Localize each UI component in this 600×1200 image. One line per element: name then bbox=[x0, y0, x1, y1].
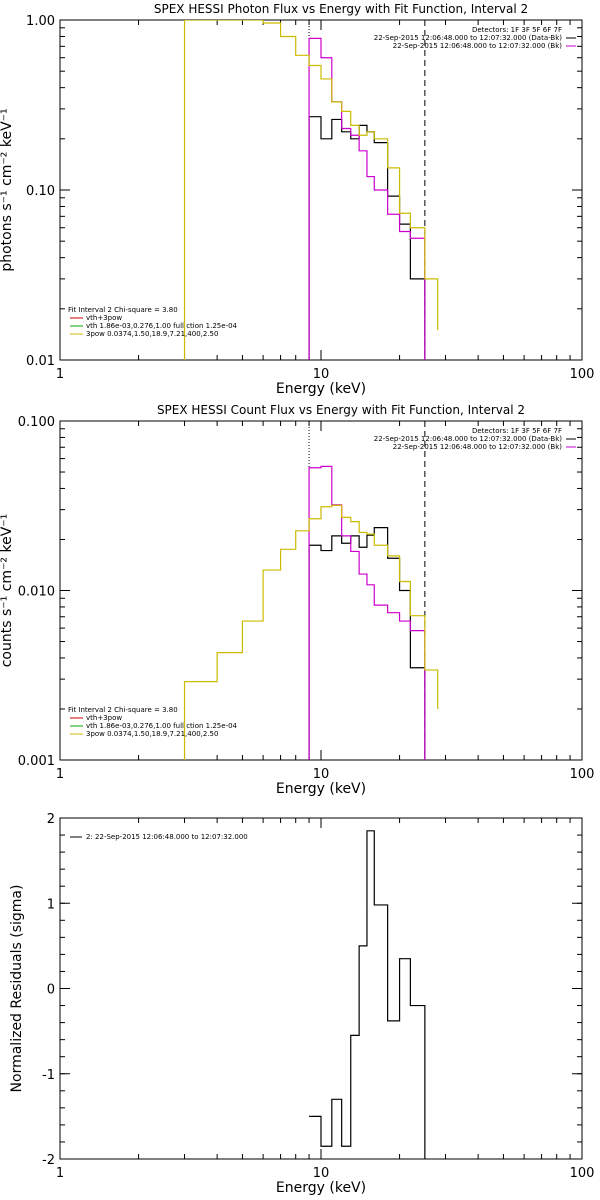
y-tick-label: 0 bbox=[47, 983, 55, 998]
y-tick-label: 1.00 bbox=[26, 14, 55, 29]
x-tick-label: 1 bbox=[56, 1166, 64, 1181]
y-tick-label: 0.01 bbox=[26, 354, 55, 369]
chart-title: SPEX HESSI Count Flux vs Energy with Fit… bbox=[157, 403, 525, 417]
legend-entry: 22-Sep-2015 12:06:48.000 to 12:07:32.000… bbox=[374, 34, 563, 42]
y-tick-label: 1 bbox=[47, 897, 55, 912]
series-group bbox=[183, 20, 439, 360]
legend-entry: 22-Sep-2015 12:06:48.000 to 12:07:32.000… bbox=[393, 42, 563, 50]
x-tick-label: 100 bbox=[570, 367, 595, 382]
x-axis-label: Energy (keV) bbox=[276, 1180, 366, 1196]
series-1-line bbox=[309, 830, 426, 1159]
series-1-line bbox=[308, 527, 426, 760]
x-tick-label: 1 bbox=[56, 767, 64, 782]
x-tick-label: 10 bbox=[313, 1166, 330, 1181]
legend-entry: Detectors: 1F 3F 5F 6F 7F bbox=[472, 26, 562, 34]
x-tick-label: 100 bbox=[570, 1166, 595, 1181]
y-tick-label: -1 bbox=[42, 1068, 55, 1083]
x-tick-label: 10 bbox=[313, 367, 330, 382]
y-axis-label: photons s⁻¹ cm⁻² keV⁻¹ bbox=[0, 108, 15, 271]
panel-1: SPEX HESSI Photon Flux vs Energy with Fi… bbox=[0, 2, 594, 397]
fit-legend-entry: vth+3pow bbox=[86, 714, 122, 722]
legend-entry: 22-Sep-2015 12:06:48.000 to 12:07:32.000… bbox=[393, 443, 563, 451]
series-group bbox=[309, 830, 426, 1159]
series-2-line bbox=[308, 37, 426, 360]
fit-legend-entry: 3pow 0.0374,1.50,18.9,7.21,400,2.50 bbox=[86, 730, 218, 738]
fit-legend-entry: vth 1.86e-03,0.276,1.00 full ction 1.25e… bbox=[86, 322, 238, 330]
y-tick-label: 0.100 bbox=[18, 415, 55, 430]
legend-entry: 2: 22-Sep-2015 12:06:48.000 to 12:07:32.… bbox=[86, 833, 248, 841]
fit-legend-entry: Fit Interval 2 Chi-square = 3.80 bbox=[68, 306, 178, 314]
series-1-line bbox=[308, 116, 426, 360]
series-group bbox=[183, 465, 439, 760]
x-tick-label: 10 bbox=[313, 767, 330, 782]
x-tick-label: 100 bbox=[570, 767, 595, 782]
series-2-line bbox=[308, 465, 426, 760]
chart-title: SPEX HESSI Photon Flux vs Energy with Fi… bbox=[154, 2, 528, 16]
series-3-line bbox=[183, 20, 439, 360]
fit-legend-entry: 3pow 0.0374,1.50,18.9,7.21,400,2.50 bbox=[86, 330, 218, 338]
x-axis-label: Energy (keV) bbox=[276, 781, 366, 797]
y-tick-label: 0.001 bbox=[18, 754, 55, 769]
x-tick-label: 1 bbox=[56, 367, 64, 382]
y-axis-label: Normalized Residuals (sigma) bbox=[9, 885, 25, 1093]
y-tick-label: 0.10 bbox=[26, 184, 55, 199]
fit-legend-entry: vth 1.86e-03,0.276,1.00 full ction 1.25e… bbox=[86, 722, 238, 730]
legend-entry: Detectors: 1F 3F 5F 6F 7F bbox=[472, 427, 562, 435]
panel-2: SPEX HESSI Count Flux vs Energy with Fit… bbox=[0, 403, 594, 797]
y-axis-label: counts s⁻¹ cm⁻² keV⁻¹ bbox=[0, 514, 15, 668]
plot-frame bbox=[59, 817, 583, 1160]
y-tick-label: 2 bbox=[47, 812, 55, 827]
series-3-line bbox=[183, 504, 439, 760]
y-tick-label: -2 bbox=[42, 1153, 55, 1168]
legend-entry: 22-Sep-2015 12:06:48.000 to 12:07:32.000… bbox=[374, 435, 563, 443]
y-tick-label: 0.010 bbox=[18, 585, 55, 600]
x-axis-label: Energy (keV) bbox=[276, 381, 366, 397]
fit-legend-entry: vth+3pow bbox=[86, 314, 122, 322]
fit-legend-entry: Fit Interval 2 Chi-square = 3.80 bbox=[68, 706, 178, 714]
